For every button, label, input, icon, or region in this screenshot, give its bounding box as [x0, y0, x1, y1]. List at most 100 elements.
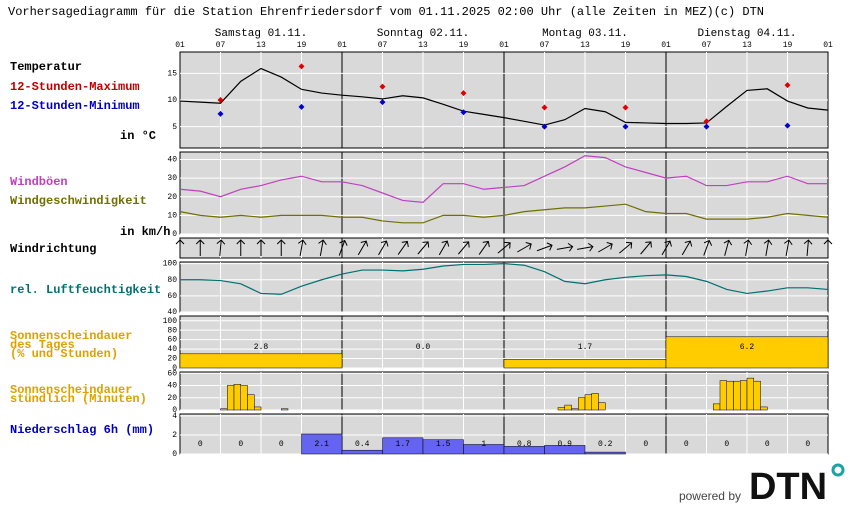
wind-arrow: [598, 242, 613, 253]
max-marker: [541, 104, 548, 111]
sun-hour-bar: [254, 406, 262, 411]
wind-arrow: [397, 240, 409, 255]
sun-hour-bar: [233, 384, 241, 411]
panel-label: des Tages: [10, 338, 75, 352]
max-marker: [460, 90, 467, 97]
sun-hour-bar: [571, 408, 579, 411]
sun-hours-label: 2.8: [254, 343, 269, 352]
hour-label: 13: [742, 41, 752, 50]
panel-label: Windböen: [10, 175, 68, 189]
precip-label: 0: [684, 440, 689, 449]
precip-label: 1.5: [436, 440, 451, 449]
precip-label: 0: [643, 440, 648, 449]
sun-hour-bar: [713, 403, 721, 411]
wind-arrow: [577, 242, 594, 252]
y-tick-label: 20: [167, 193, 177, 202]
wind-arrow: [703, 239, 713, 256]
sun-hour-bar: [227, 385, 235, 411]
y-tick-label: 10: [167, 211, 177, 220]
y-tick-label: 80: [167, 326, 177, 335]
wind-arrow: [236, 239, 246, 256]
wind-arrow: [723, 239, 733, 256]
y-tick-label: 40: [167, 308, 177, 317]
sun-day-bar: [665, 336, 829, 369]
min-marker: [784, 122, 791, 129]
panel-label: Windrichtung: [10, 242, 96, 256]
y-tick-label: 0: [172, 230, 177, 239]
panel-label: 12-Stunden-Minimum: [10, 99, 140, 113]
sun-hour-bar: [220, 408, 228, 411]
sun-hour-bar: [564, 404, 572, 411]
hour-label: 07: [702, 41, 712, 50]
y-tick-label: 40: [167, 382, 177, 391]
y-tick-label: 15: [167, 69, 177, 78]
wind-arrow: [640, 241, 652, 255]
wind-arrow: [438, 240, 450, 256]
max-marker: [784, 82, 791, 89]
wind-arrow: [619, 241, 633, 254]
min-marker: [379, 99, 386, 106]
wind-arrow: [823, 239, 833, 256]
humidity-line: [180, 263, 829, 295]
powered-by: powered by: [679, 489, 741, 503]
hour-label: 07: [540, 41, 550, 50]
sun-hour-bar: [726, 380, 734, 411]
sun-hours-label: 1.7: [578, 343, 593, 352]
wind-arrow: [763, 239, 773, 256]
wind-arrow: [681, 240, 693, 256]
min-marker: [298, 103, 305, 110]
sun-hour-bar: [719, 380, 727, 411]
wind-arrow: [743, 239, 753, 256]
precip-bar: [341, 449, 383, 455]
hour-label: 19: [297, 41, 307, 50]
panel-label: rel. Luftfeuchtigkeit: [10, 283, 161, 297]
wind-arrow: [297, 239, 307, 256]
wind-arrow: [803, 239, 813, 257]
wind-arrow: [417, 241, 430, 255]
precip-label: 0.8: [517, 440, 532, 449]
precip-label: 0: [724, 440, 729, 449]
sun-hour-bar: [247, 394, 255, 411]
sun-day-bar: [179, 353, 343, 369]
day-label: Dienstag 04.11.: [697, 28, 796, 40]
precip-label: 0: [238, 440, 243, 449]
precip-label: 0: [198, 440, 203, 449]
day-label: Montag 03.11.: [542, 28, 628, 40]
y-tick-label: 100: [163, 317, 178, 326]
wind-arrow: [556, 242, 574, 252]
sun-hour-bar: [733, 380, 741, 411]
sun-hour-bar: [598, 402, 606, 411]
wind-arrow: [276, 239, 286, 256]
hour-label: 19: [621, 41, 631, 50]
sun-hours-label: 6.2: [740, 343, 755, 352]
hour-label: 07: [378, 41, 388, 50]
hour-label: 01: [337, 41, 347, 50]
min-marker: [217, 110, 224, 117]
precip-label: 0.4: [355, 440, 370, 449]
max-marker: [217, 97, 224, 103]
wind-arrow: [216, 239, 226, 257]
hour-label: 01: [661, 41, 671, 50]
panel-label: Temperatur: [10, 60, 82, 74]
precip-label: 0: [805, 440, 810, 449]
y-tick-label: 2: [172, 431, 177, 440]
y-tick-label: 60: [167, 336, 177, 345]
wind-arrow: [175, 239, 185, 256]
sun-hour-bar: [240, 385, 248, 411]
wind-arrow: [536, 242, 553, 252]
sun-hour-bar: [591, 393, 599, 411]
y-tick-label: 60: [167, 369, 177, 378]
copyright: (c) DTN: [714, 5, 764, 19]
panel-label: 12-Stunden-Maximum: [10, 80, 140, 94]
precip-bar: [544, 445, 586, 455]
min-marker: [622, 123, 629, 130]
y-tick-label: 80: [167, 276, 177, 285]
sun-hour-bar: [578, 397, 586, 411]
panel-label: (% und Stunden): [10, 347, 118, 361]
precip-label: 1.7: [396, 440, 411, 449]
panel-label: in km/h: [120, 225, 170, 239]
precip-bar: [584, 451, 626, 455]
hour-label: 13: [418, 41, 428, 50]
sun-hour-bar: [746, 377, 754, 411]
y-tick-label: 0: [172, 406, 177, 415]
